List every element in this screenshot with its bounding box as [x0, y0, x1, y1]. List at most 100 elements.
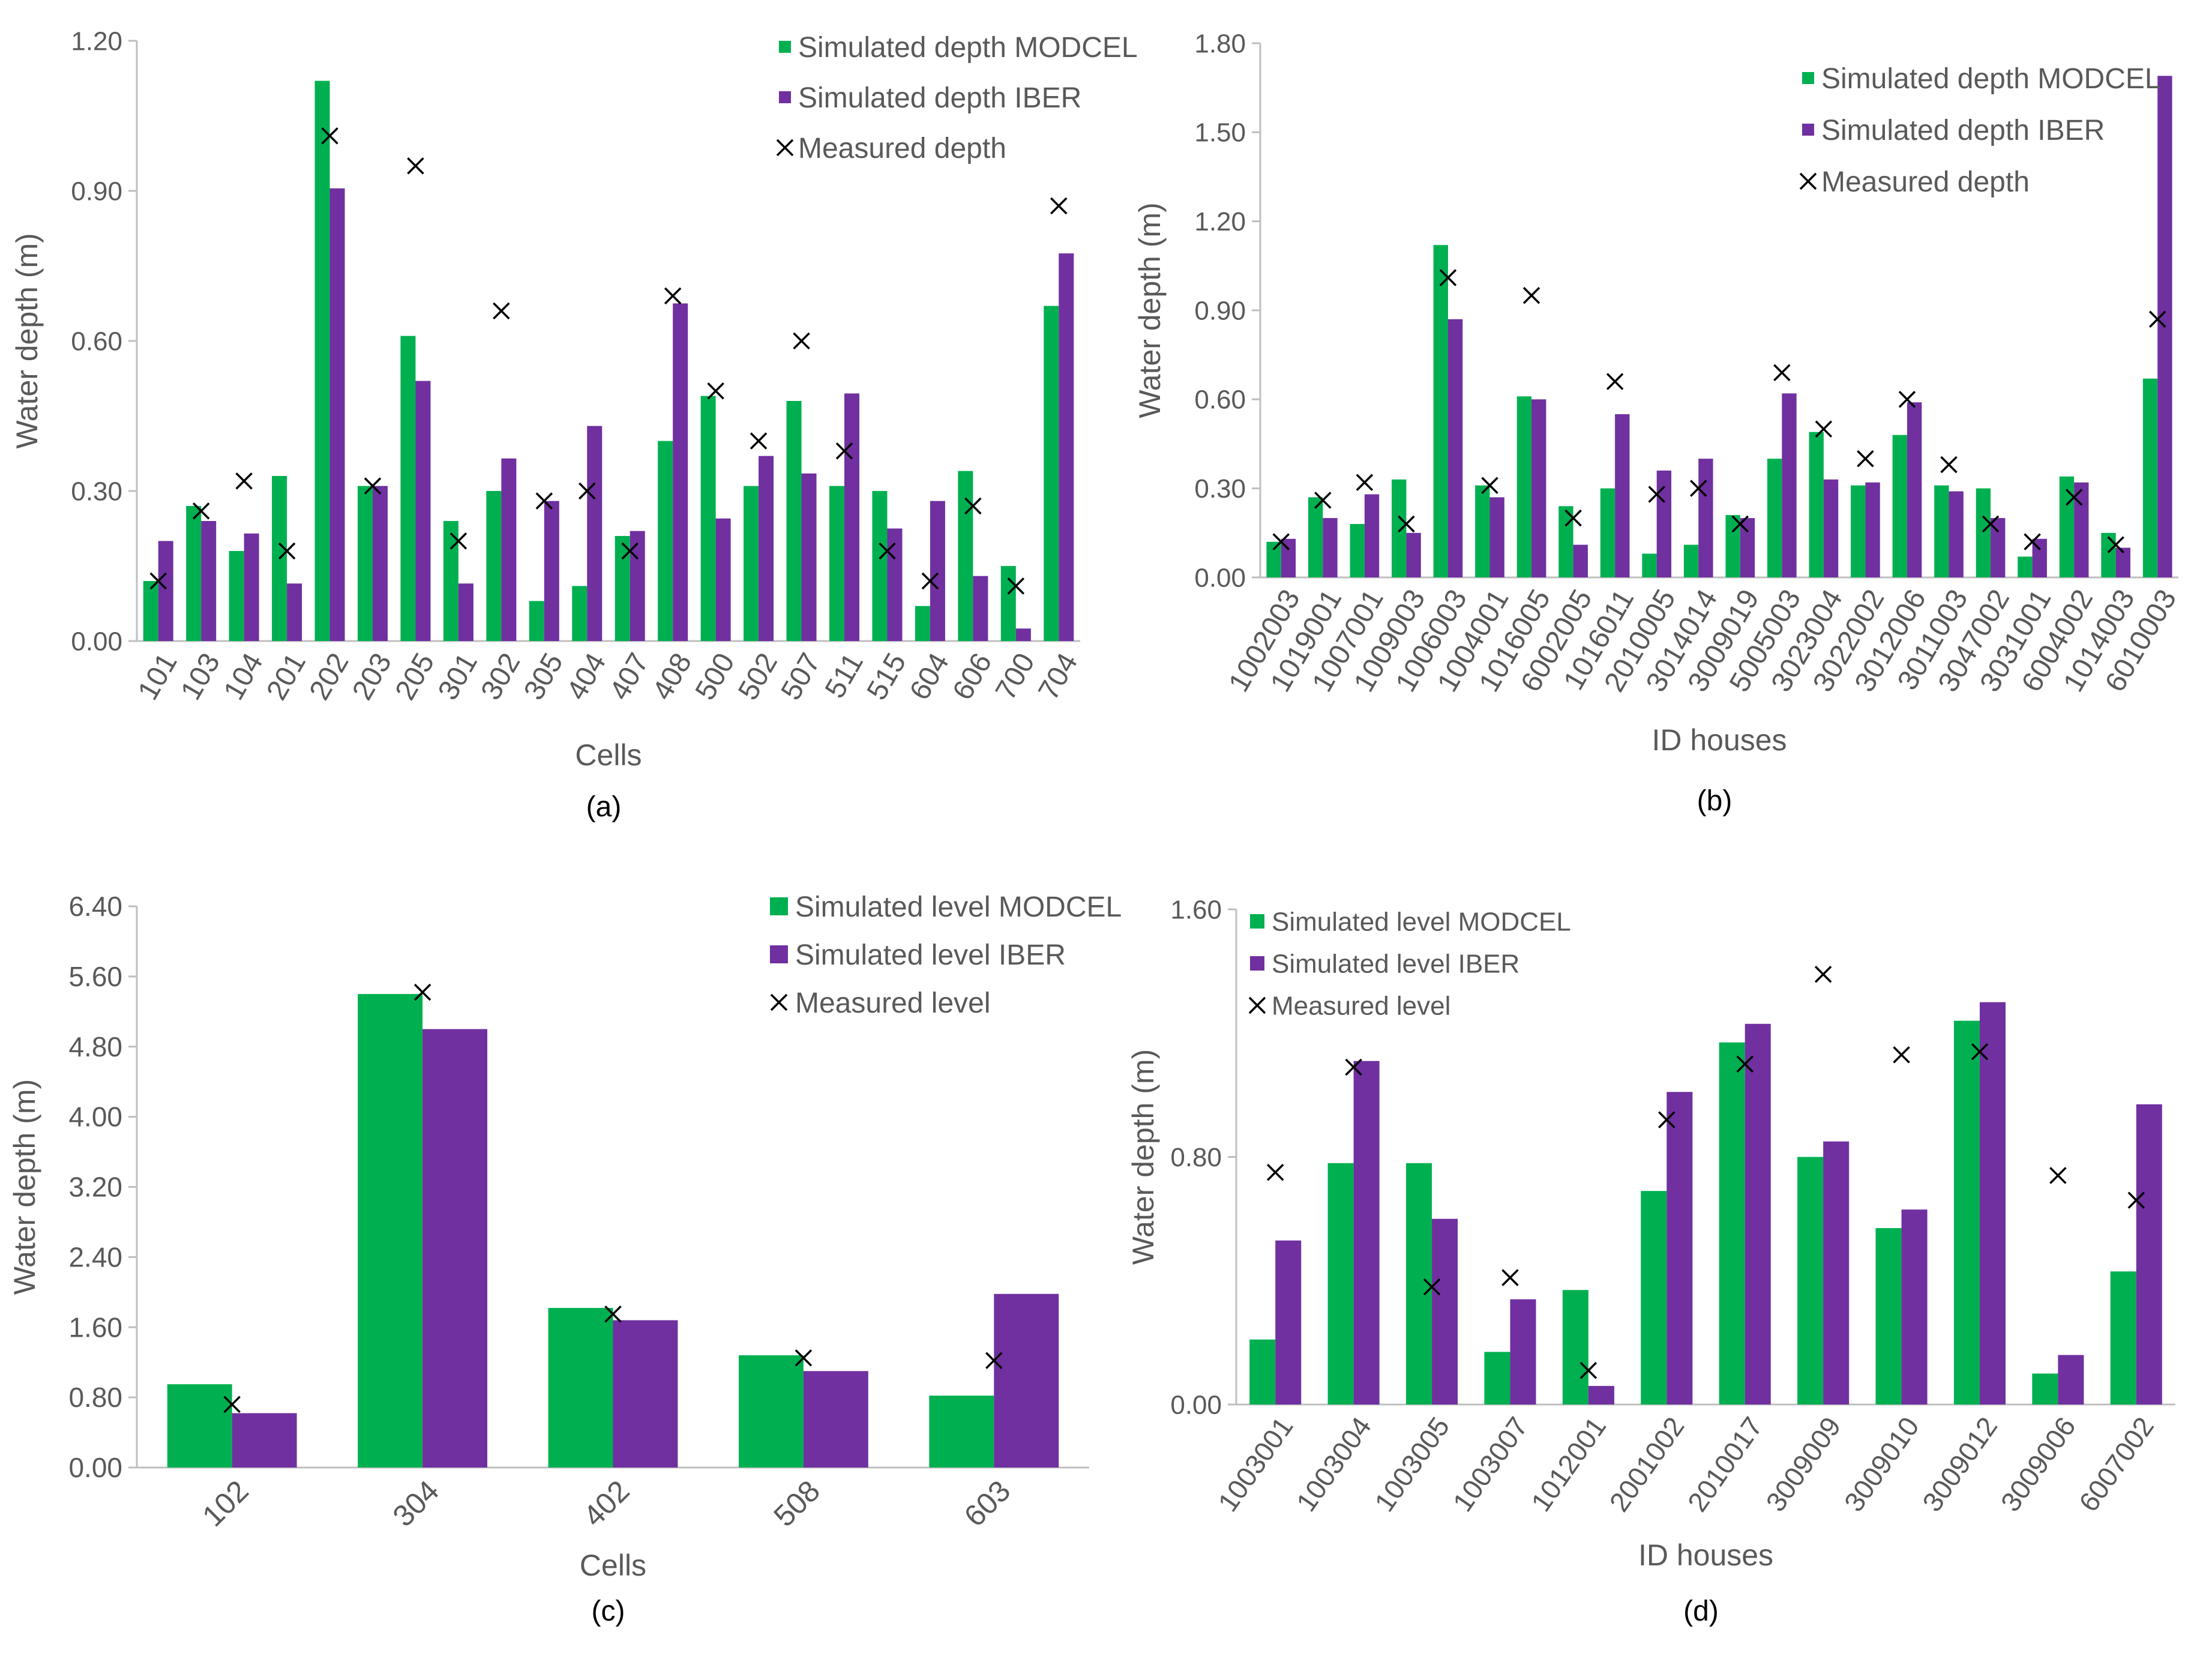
x-category-label: 508 — [767, 1474, 826, 1534]
x-category-label: 3009006 — [1994, 1411, 2081, 1517]
measured-marker — [278, 542, 296, 560]
bar-iber — [1353, 1061, 1380, 1405]
measured-marker-stroke — [413, 983, 431, 1001]
measured-marker-stroke — [1857, 450, 1874, 468]
bar-modcel — [143, 581, 158, 641]
x-category-label: 304 — [386, 1474, 446, 1534]
y-tick-label: 0.60 — [1194, 385, 1246, 415]
y-tick-label: 4.00 — [68, 1101, 122, 1133]
measured-marker-stroke — [2148, 310, 2166, 328]
measured-marker — [1898, 391, 1916, 408]
measured-marker — [149, 572, 167, 590]
bar-iber — [1740, 518, 1755, 577]
x-category-label: 704 — [1032, 648, 1084, 705]
legend-marker-measured — [770, 993, 788, 1011]
bar-iber — [973, 576, 988, 641]
legend-label: Measured depth — [1821, 166, 2030, 198]
bar-iber — [501, 458, 517, 641]
bar-iber — [158, 541, 173, 641]
bar-modcel — [738, 1355, 804, 1468]
bar-modcel — [2101, 532, 2116, 577]
measured-marker — [664, 287, 682, 305]
y-tick-label: 3.20 — [68, 1172, 122, 1203]
bar-iber — [2058, 1355, 2084, 1405]
measured-marker — [1814, 966, 1832, 983]
measured-marker-stroke — [1731, 515, 1749, 533]
bar-modcel — [548, 1308, 613, 1468]
bar-iber — [1588, 1386, 1614, 1405]
measured-marker — [579, 482, 596, 500]
y-tick-label: 0.00 — [1170, 1390, 1222, 1420]
measured-marker — [1731, 515, 1749, 533]
measured-marker — [793, 332, 810, 350]
measured-marker-stroke — [793, 332, 810, 350]
bar-modcel — [1327, 1163, 1354, 1405]
bar-modcel — [958, 471, 973, 641]
bar-modcel — [529, 601, 544, 641]
y-tick-label: 0.90 — [71, 176, 122, 206]
bar-modcel — [2018, 556, 2033, 577]
bar-iber — [458, 583, 473, 641]
bar-iber — [287, 583, 302, 641]
x-category-label: 2010017 — [1682, 1411, 1769, 1517]
bar-iber — [1364, 494, 1380, 577]
measured-marker-stroke — [1314, 492, 1332, 509]
measured-marker-stroke — [1522, 287, 1540, 304]
legend-swatch-modcel — [1250, 914, 1264, 929]
x-category-label: 402 — [577, 1474, 636, 1534]
bar-iber — [201, 521, 217, 641]
measured-marker — [413, 983, 431, 1001]
measured-marker-stroke — [1423, 1278, 1441, 1296]
legend-label: Simulated depth IBER — [798, 82, 1081, 114]
bar-iber — [2136, 1104, 2162, 1405]
bar-iber — [1510, 1299, 1536, 1405]
x-category-label: 604 — [904, 648, 955, 705]
measured-marker-stroke — [879, 542, 896, 560]
bar-modcel — [167, 1384, 232, 1468]
y-tick-label: 5.60 — [68, 961, 122, 992]
y-tick-label: 1.60 — [1170, 895, 1222, 924]
measured-marker-stroke — [1266, 1164, 1284, 1181]
measured-marker — [604, 1305, 622, 1323]
measured-marker-stroke — [664, 287, 682, 305]
measured-marker-stroke — [1815, 420, 1833, 438]
measured-marker — [921, 572, 939, 590]
bar-modcel — [443, 521, 458, 641]
legend: Simulated depth MODCEL Simulated depth IB… — [776, 32, 1138, 164]
measured-marker-stroke — [2127, 1191, 2145, 1209]
measured-marker — [1345, 1058, 1362, 1076]
measured-marker-stroke — [192, 502, 210, 520]
measured-marker-stroke — [149, 572, 167, 590]
x-category-label: 407 — [604, 648, 655, 705]
bar-iber — [1406, 532, 1421, 577]
x-axis-title: ID houses — [1638, 1538, 1773, 1572]
measured-marker-stroke — [985, 1352, 1003, 1370]
measured-marker-stroke — [1648, 486, 1665, 503]
measured-marker-stroke — [1773, 364, 1791, 382]
bar-iber — [1432, 1218, 1458, 1405]
y-tick-label: 2.40 — [68, 1241, 122, 1272]
legend-label: Simulated depth IBER — [1821, 115, 2105, 146]
x-category-label: 1003001 — [1212, 1411, 1299, 1517]
x-category-label: 1003004 — [1290, 1411, 1377, 1517]
legend-label: Simulated level IBER — [795, 939, 1066, 971]
measured-marker — [1501, 1269, 1519, 1286]
measured-marker — [1606, 373, 1624, 390]
y-axis-title: Water depth (m) — [10, 233, 44, 448]
legend-label: Measured depth — [798, 133, 1006, 164]
bar-modcel — [486, 491, 502, 641]
chart-panel-3: 0.00 0.80 1.60 1003001100300410030051003007… — [1126, 895, 2175, 1627]
y-axis-title: Water depth (m) — [1126, 1049, 1160, 1265]
y-tick-label: 0.80 — [1170, 1143, 1222, 1172]
x-category-label: 404 — [561, 648, 612, 705]
measured-marker — [1579, 1362, 1597, 1379]
bar-modcel — [358, 994, 423, 1468]
measured-marker-stroke — [1893, 1046, 1910, 1064]
measured-marker-stroke — [1007, 577, 1025, 595]
x-category-label: 502 — [732, 648, 784, 705]
y-tick-label: 0.30 — [1194, 474, 1246, 504]
measured-marker-stroke — [1345, 1058, 1362, 1076]
bar-iber — [930, 501, 945, 641]
bar-modcel — [1642, 553, 1657, 577]
